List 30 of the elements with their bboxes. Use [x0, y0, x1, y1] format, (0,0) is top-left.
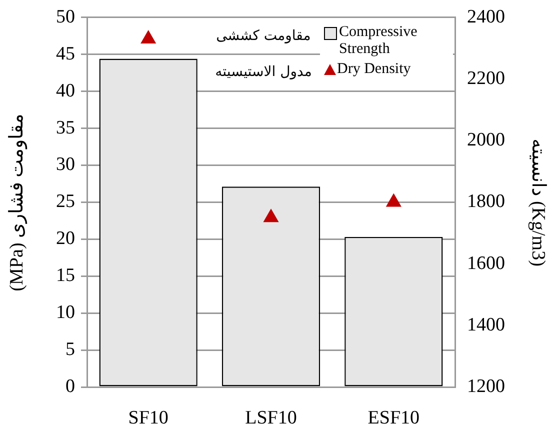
y-tick-label: 10 — [56, 302, 75, 324]
y-tick-label: 40 — [56, 80, 75, 102]
x-tick-label: LSF10 — [245, 407, 297, 428]
x-tick-label: SF10 — [128, 407, 168, 428]
point — [264, 209, 278, 222]
y-axis-title: مقاومت فشاری (MPa) — [5, 113, 28, 291]
y2-tick-label: 1400 — [467, 314, 505, 336]
y-tick-label: 0 — [66, 376, 75, 397]
annotation: مقاومت کششی — [214, 27, 313, 46]
y2-tick-label: 2200 — [467, 68, 505, 89]
y-tick-label: 50 — [56, 6, 75, 28]
y-tick-label: 35 — [56, 117, 75, 138]
legend-label: Dry Density — [337, 61, 411, 78]
x-tick-label: ESF10 — [368, 407, 420, 428]
y2-tick-label: 2400 — [467, 6, 505, 28]
y-tick-label: 15 — [56, 265, 75, 286]
y2-tick-label: 1600 — [467, 252, 505, 274]
annotation: مدول الاستیسیته — [213, 63, 314, 82]
y-tick-label: 30 — [56, 154, 75, 176]
legend-label: Compressive Strength — [339, 24, 418, 58]
y-tick-label: 45 — [56, 43, 75, 64]
point — [386, 194, 402, 207]
point — [140, 30, 156, 44]
y2-axis-title: دانسیته (Kg/m3) — [526, 138, 550, 266]
y-tick-label: 25 — [56, 191, 75, 212]
y2-tick-label: 1800 — [467, 191, 505, 212]
y-tick-label: 5 — [66, 339, 75, 360]
y2-tick-label: 1200 — [467, 376, 505, 397]
y-tick-label: 20 — [56, 228, 75, 250]
y2-tick-label: 2000 — [467, 130, 505, 151]
